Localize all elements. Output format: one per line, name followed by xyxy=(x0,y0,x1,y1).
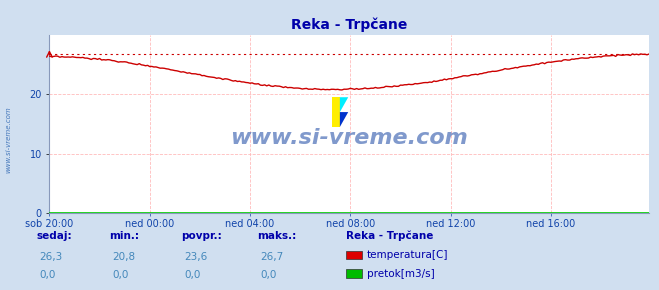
Text: 0,0: 0,0 xyxy=(185,270,201,280)
Text: 20,8: 20,8 xyxy=(112,251,135,262)
Text: 0,0: 0,0 xyxy=(260,270,277,280)
Text: maks.:: maks.: xyxy=(257,231,297,241)
Text: 0,0: 0,0 xyxy=(112,270,129,280)
Text: sedaj:: sedaj: xyxy=(36,231,72,241)
Text: min.:: min.: xyxy=(109,231,139,241)
Text: 26,3: 26,3 xyxy=(40,251,63,262)
Text: 26,7: 26,7 xyxy=(260,251,283,262)
Text: povpr.:: povpr.: xyxy=(181,231,222,241)
Title: Reka - Trpčane: Reka - Trpčane xyxy=(291,18,407,32)
Polygon shape xyxy=(331,97,340,127)
Text: 0,0: 0,0 xyxy=(40,270,56,280)
Polygon shape xyxy=(340,112,348,127)
Text: www.si-vreme.com: www.si-vreme.com xyxy=(231,128,468,148)
Text: pretok[m3/s]: pretok[m3/s] xyxy=(367,269,435,279)
Text: temperatura[C]: temperatura[C] xyxy=(367,250,449,260)
Text: www.si-vreme.com: www.si-vreme.com xyxy=(5,106,11,173)
Polygon shape xyxy=(340,97,348,112)
Text: 23,6: 23,6 xyxy=(185,251,208,262)
Text: Reka - Trpčane: Reka - Trpčane xyxy=(346,231,434,241)
